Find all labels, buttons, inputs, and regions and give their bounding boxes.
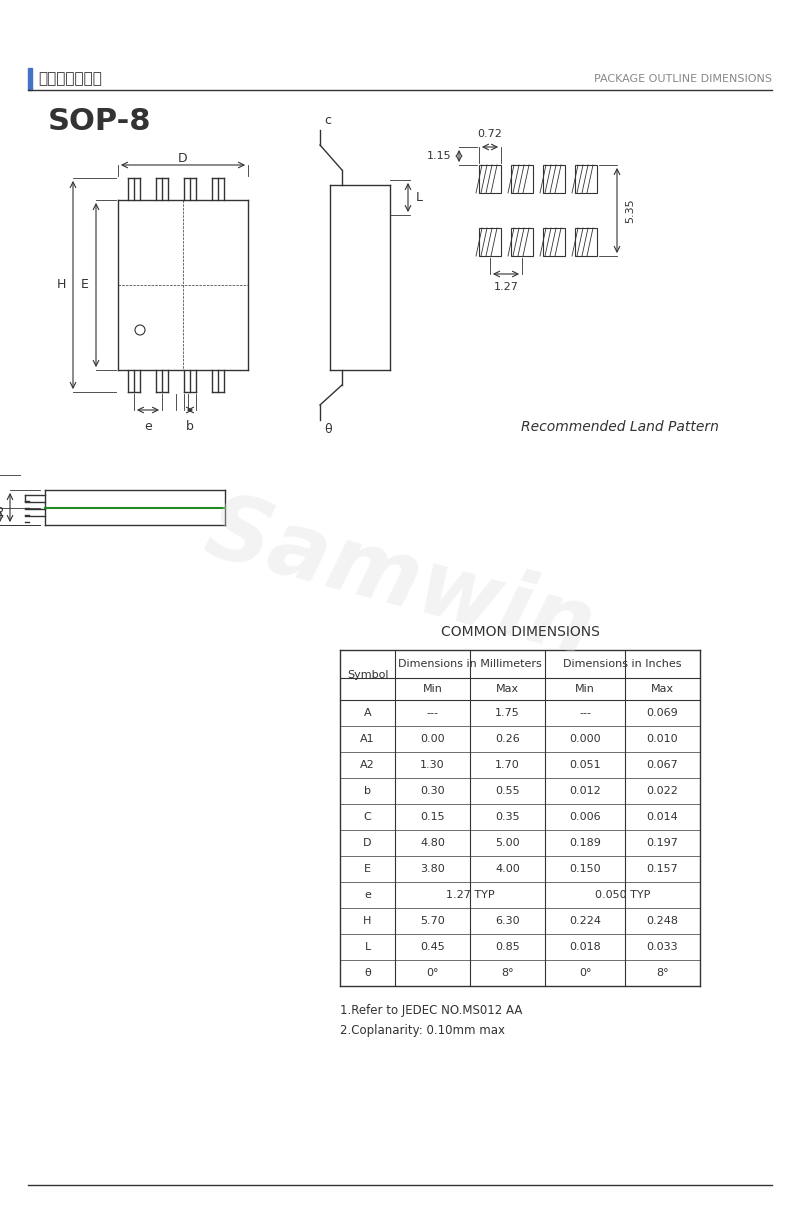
Text: 8°: 8° bbox=[656, 968, 669, 978]
Text: A: A bbox=[364, 708, 371, 717]
Bar bbox=[543, 228, 565, 256]
Text: E: E bbox=[81, 278, 89, 291]
Text: θ: θ bbox=[324, 422, 332, 436]
Text: 1.Refer to JEDEC NO.MS012 AA: 1.Refer to JEDEC NO.MS012 AA bbox=[340, 1004, 522, 1017]
Text: 0.189: 0.189 bbox=[569, 838, 601, 849]
Text: Dimensions in Inches: Dimensions in Inches bbox=[563, 659, 682, 669]
Text: 0.85: 0.85 bbox=[495, 942, 520, 952]
Text: θ: θ bbox=[364, 968, 371, 978]
Text: e: e bbox=[144, 420, 152, 433]
Text: E: E bbox=[364, 864, 371, 874]
Text: 2.Coplanarity: 0.10mm max: 2.Coplanarity: 0.10mm max bbox=[340, 1023, 505, 1037]
Text: 0.010: 0.010 bbox=[646, 734, 678, 744]
Text: 1.27 TYP: 1.27 TYP bbox=[446, 890, 494, 900]
Bar bbox=[511, 165, 533, 193]
Text: ---: --- bbox=[579, 708, 591, 717]
Text: 0.00: 0.00 bbox=[420, 734, 445, 744]
Text: 5.35: 5.35 bbox=[625, 198, 635, 223]
Text: D: D bbox=[178, 152, 188, 165]
Text: 8°: 8° bbox=[501, 968, 514, 978]
Text: 6.30: 6.30 bbox=[495, 917, 520, 926]
Text: SOP-8: SOP-8 bbox=[48, 107, 151, 136]
Text: 1.27: 1.27 bbox=[494, 282, 518, 293]
Bar bbox=[543, 165, 565, 193]
Text: 0.55: 0.55 bbox=[495, 785, 520, 796]
Text: c: c bbox=[325, 114, 331, 127]
Text: Symbol: Symbol bbox=[346, 670, 388, 680]
Text: 0.000: 0.000 bbox=[569, 734, 601, 744]
Text: 1.15: 1.15 bbox=[426, 151, 451, 161]
Text: 0.248: 0.248 bbox=[646, 917, 678, 926]
Text: A1: A1 bbox=[360, 734, 375, 744]
Text: 0.051: 0.051 bbox=[569, 760, 601, 770]
Text: b: b bbox=[364, 785, 371, 796]
Text: 0.012: 0.012 bbox=[569, 785, 601, 796]
Text: H: H bbox=[363, 917, 372, 926]
Text: 产品封装尺寸图: 产品封装尺寸图 bbox=[38, 72, 102, 86]
Bar bbox=[479, 165, 501, 193]
Text: PACKAGE OUTLINE DIMENSIONS: PACKAGE OUTLINE DIMENSIONS bbox=[594, 74, 772, 84]
Text: A2: A2 bbox=[0, 506, 5, 520]
Text: 0.069: 0.069 bbox=[646, 708, 678, 717]
Text: Min: Min bbox=[575, 683, 595, 694]
Bar bbox=[575, 228, 597, 256]
Text: 0.197: 0.197 bbox=[646, 838, 678, 849]
Text: 0.224: 0.224 bbox=[569, 917, 601, 926]
Text: 0.150: 0.150 bbox=[569, 864, 601, 874]
Text: A2: A2 bbox=[360, 760, 375, 770]
Text: 0.157: 0.157 bbox=[646, 864, 678, 874]
Text: 0.72: 0.72 bbox=[478, 129, 502, 138]
Text: 0.45: 0.45 bbox=[420, 942, 445, 952]
Bar bbox=[575, 165, 597, 193]
Text: e: e bbox=[364, 890, 371, 900]
Text: Samwin: Samwin bbox=[196, 486, 604, 674]
Text: H: H bbox=[56, 278, 66, 291]
Text: D: D bbox=[363, 838, 372, 849]
Text: 0.022: 0.022 bbox=[646, 785, 678, 796]
Text: C: C bbox=[364, 812, 371, 822]
Text: 0.033: 0.033 bbox=[646, 942, 678, 952]
Text: 0.050 TYP: 0.050 TYP bbox=[595, 890, 650, 900]
Text: ---: --- bbox=[426, 708, 438, 717]
Text: 0.018: 0.018 bbox=[569, 942, 601, 952]
Text: b: b bbox=[186, 420, 194, 433]
Text: 1.75: 1.75 bbox=[495, 708, 520, 717]
Text: Dimensions in Millimeters: Dimensions in Millimeters bbox=[398, 659, 542, 669]
Text: L: L bbox=[416, 191, 423, 204]
Text: Max: Max bbox=[651, 683, 674, 694]
Text: 0.067: 0.067 bbox=[646, 760, 678, 770]
Bar bbox=[479, 228, 501, 256]
Text: 0.30: 0.30 bbox=[420, 785, 445, 796]
Text: 1.30: 1.30 bbox=[420, 760, 445, 770]
Text: 4.80: 4.80 bbox=[420, 838, 445, 849]
Text: L: L bbox=[364, 942, 370, 952]
Bar bbox=[28, 68, 32, 90]
Text: 5.00: 5.00 bbox=[495, 838, 520, 849]
Text: 0.014: 0.014 bbox=[646, 812, 678, 822]
Text: 0°: 0° bbox=[578, 968, 591, 978]
Text: 0.35: 0.35 bbox=[495, 812, 520, 822]
Text: 0°: 0° bbox=[426, 968, 438, 978]
Text: 3.80: 3.80 bbox=[420, 864, 445, 874]
Text: Max: Max bbox=[496, 683, 519, 694]
Text: 0.26: 0.26 bbox=[495, 734, 520, 744]
Text: 5.70: 5.70 bbox=[420, 917, 445, 926]
Text: 0.006: 0.006 bbox=[569, 812, 601, 822]
Text: 4.00: 4.00 bbox=[495, 864, 520, 874]
Text: 0.15: 0.15 bbox=[420, 812, 445, 822]
Text: Recommended Land Pattern: Recommended Land Pattern bbox=[521, 420, 719, 433]
Text: COMMON DIMENSIONS: COMMON DIMENSIONS bbox=[441, 625, 599, 639]
Text: 1.70: 1.70 bbox=[495, 760, 520, 770]
Bar bbox=[511, 228, 533, 256]
Text: Min: Min bbox=[422, 683, 442, 694]
